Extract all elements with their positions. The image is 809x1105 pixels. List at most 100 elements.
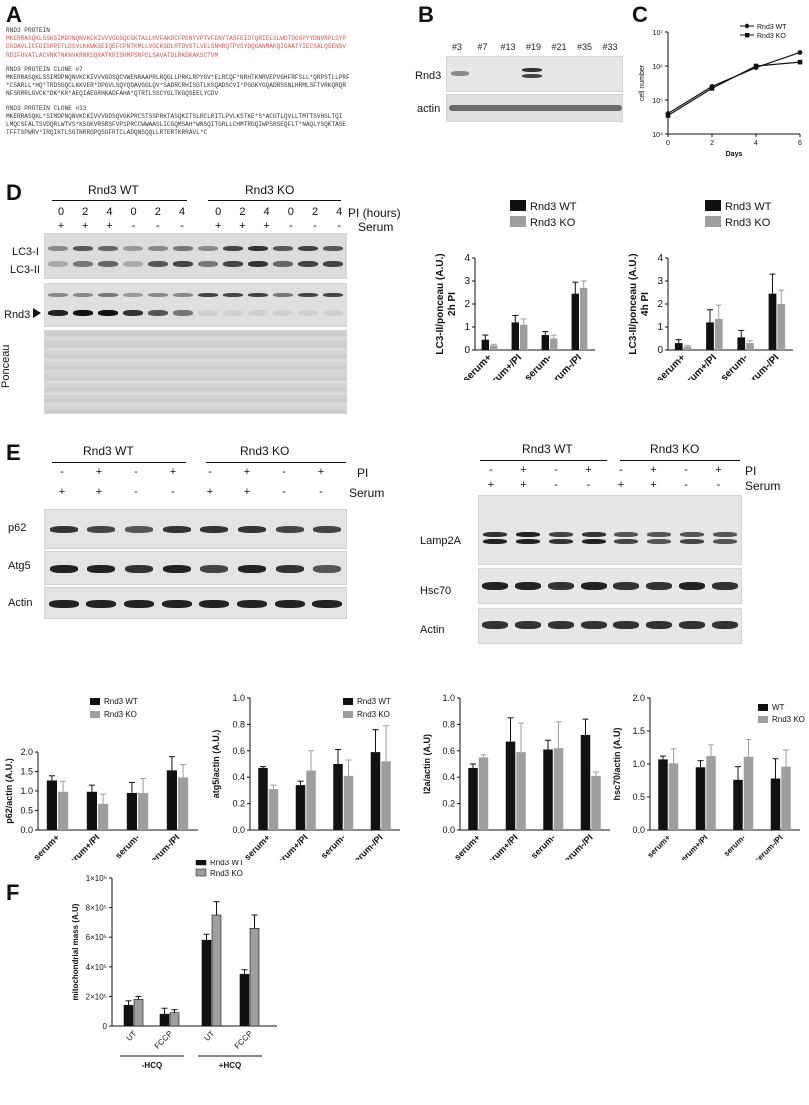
legend-label: Rnd3 KO xyxy=(357,710,390,719)
bar xyxy=(133,999,144,1027)
x-axis-label: Days xyxy=(726,151,743,158)
y-tick-label: 0.0 xyxy=(20,825,33,835)
lane-symbol: - xyxy=(134,486,138,498)
pi-label: PI xyxy=(745,464,757,478)
blot-band xyxy=(87,565,116,573)
lane-symbol: - xyxy=(171,486,175,498)
x-tick-label: 6 xyxy=(798,140,802,147)
blot-band xyxy=(147,246,168,251)
blot-band xyxy=(515,582,542,590)
data-point xyxy=(797,50,803,55)
y-tick-label: 1×10⁶ xyxy=(86,874,107,883)
blot-row-label: LC3-II xyxy=(10,264,40,276)
blot-band xyxy=(172,293,193,297)
lane-symbol: + xyxy=(617,479,625,491)
lane-symbol: + xyxy=(263,220,270,232)
blot-band xyxy=(451,71,469,76)
western-blot-rnd3 xyxy=(446,56,623,92)
category-label: serum+ xyxy=(452,832,482,860)
lane-symbol: + xyxy=(650,479,657,491)
bar xyxy=(306,770,316,830)
blot-band xyxy=(47,293,68,297)
bar xyxy=(746,343,754,350)
lane-label: #19 xyxy=(525,42,542,52)
bar xyxy=(211,914,222,1027)
series-line xyxy=(667,61,801,117)
group-underline xyxy=(620,460,740,461)
y-axis-label: 2h PI xyxy=(447,292,458,316)
data-point xyxy=(665,113,671,118)
pi-row: - + - + - + - + xyxy=(0,466,400,480)
serum-row: + + - - + + - - xyxy=(0,486,400,500)
blot-band xyxy=(236,600,267,608)
category-label: serum+/PI xyxy=(64,832,102,860)
bar xyxy=(98,803,109,830)
blot-row-label: actin xyxy=(417,103,441,115)
lane-symbol: - xyxy=(337,220,342,232)
blot-band xyxy=(581,539,606,544)
lane-symbol: - xyxy=(313,220,317,232)
sequence-block: RND3 PROTEIN MKERRASQKLSSKSIMDPNQNVKCKIV… xyxy=(6,27,401,137)
lane-symbol: - xyxy=(180,220,184,232)
panel-label-a: A xyxy=(6,2,22,27)
blot-band xyxy=(248,310,269,316)
blot-band xyxy=(172,246,193,251)
blot-band xyxy=(679,539,704,544)
lane-symbol: - xyxy=(282,466,286,478)
bar xyxy=(658,759,668,830)
arrowhead-icon xyxy=(33,308,41,318)
y-tick-label: 6×10⁵ xyxy=(86,933,107,942)
legend-swatch xyxy=(705,200,721,211)
blot-band xyxy=(678,582,705,590)
blot-row-label: Rnd3 xyxy=(415,70,442,82)
bar xyxy=(591,775,601,830)
lane-symbol: - xyxy=(684,464,688,476)
blot-row-label: Actin xyxy=(8,597,33,609)
y-tick-label: 2.0 xyxy=(20,747,33,757)
blot-band xyxy=(125,526,154,533)
group-label-ko: Rnd3 KO xyxy=(650,442,700,456)
pi-label: PI xyxy=(357,466,369,480)
blot-band xyxy=(548,532,573,537)
group-label-ko: Rnd3 KO xyxy=(245,183,295,197)
panel-label-f: F xyxy=(6,880,20,905)
legend-label: Rnd3 KO xyxy=(725,217,771,229)
category-label: serum- xyxy=(529,832,557,860)
bar xyxy=(668,763,679,830)
bar xyxy=(468,767,478,830)
y-tick-label: 10⁷ xyxy=(653,30,664,37)
bar-chart-mito-mass: 0 2×10⁵ 4×10⁵ 6×10⁵ 8×10⁵ 1×10⁶ mitochondrial … xyxy=(71,860,277,1070)
band-lane xyxy=(45,552,346,584)
data-point xyxy=(753,63,759,69)
pi-row: 0 2 4 0 2 4 0 2 4 0 2 4 xyxy=(0,206,400,220)
category-label: serum-/PI xyxy=(741,352,781,380)
lane-label: #7 xyxy=(477,42,488,52)
band-lane xyxy=(479,569,741,603)
western-blot-lamp2a xyxy=(478,495,742,565)
bar xyxy=(737,337,746,350)
legend-label: Rnd3 WT xyxy=(530,201,577,213)
bar xyxy=(543,749,553,830)
blot-band xyxy=(547,621,574,629)
blot-row-label: p62 xyxy=(8,522,27,534)
blot-band xyxy=(122,310,143,316)
lane-label: #13 xyxy=(500,42,516,52)
group-underline xyxy=(206,462,346,463)
panel-label-d: D xyxy=(6,180,22,205)
ponceau-stain xyxy=(44,330,347,414)
y-axis-label: hsc70/actin (A.U) xyxy=(612,727,622,800)
blot-band xyxy=(87,526,116,533)
y-tick-label: 1.0 xyxy=(442,693,455,703)
bar xyxy=(781,766,791,830)
bar xyxy=(511,322,519,350)
lane-symbol: - xyxy=(288,220,293,232)
y-tick-label: 4×10⁵ xyxy=(86,963,107,972)
lane-symbol: + xyxy=(95,466,103,478)
blot-band xyxy=(516,539,541,544)
lane-symbol: + xyxy=(57,220,65,232)
blot-band xyxy=(47,261,68,267)
blot-band xyxy=(323,293,344,297)
western-blot-actin-e xyxy=(44,587,347,619)
bar xyxy=(258,767,268,830)
bar xyxy=(126,792,137,830)
